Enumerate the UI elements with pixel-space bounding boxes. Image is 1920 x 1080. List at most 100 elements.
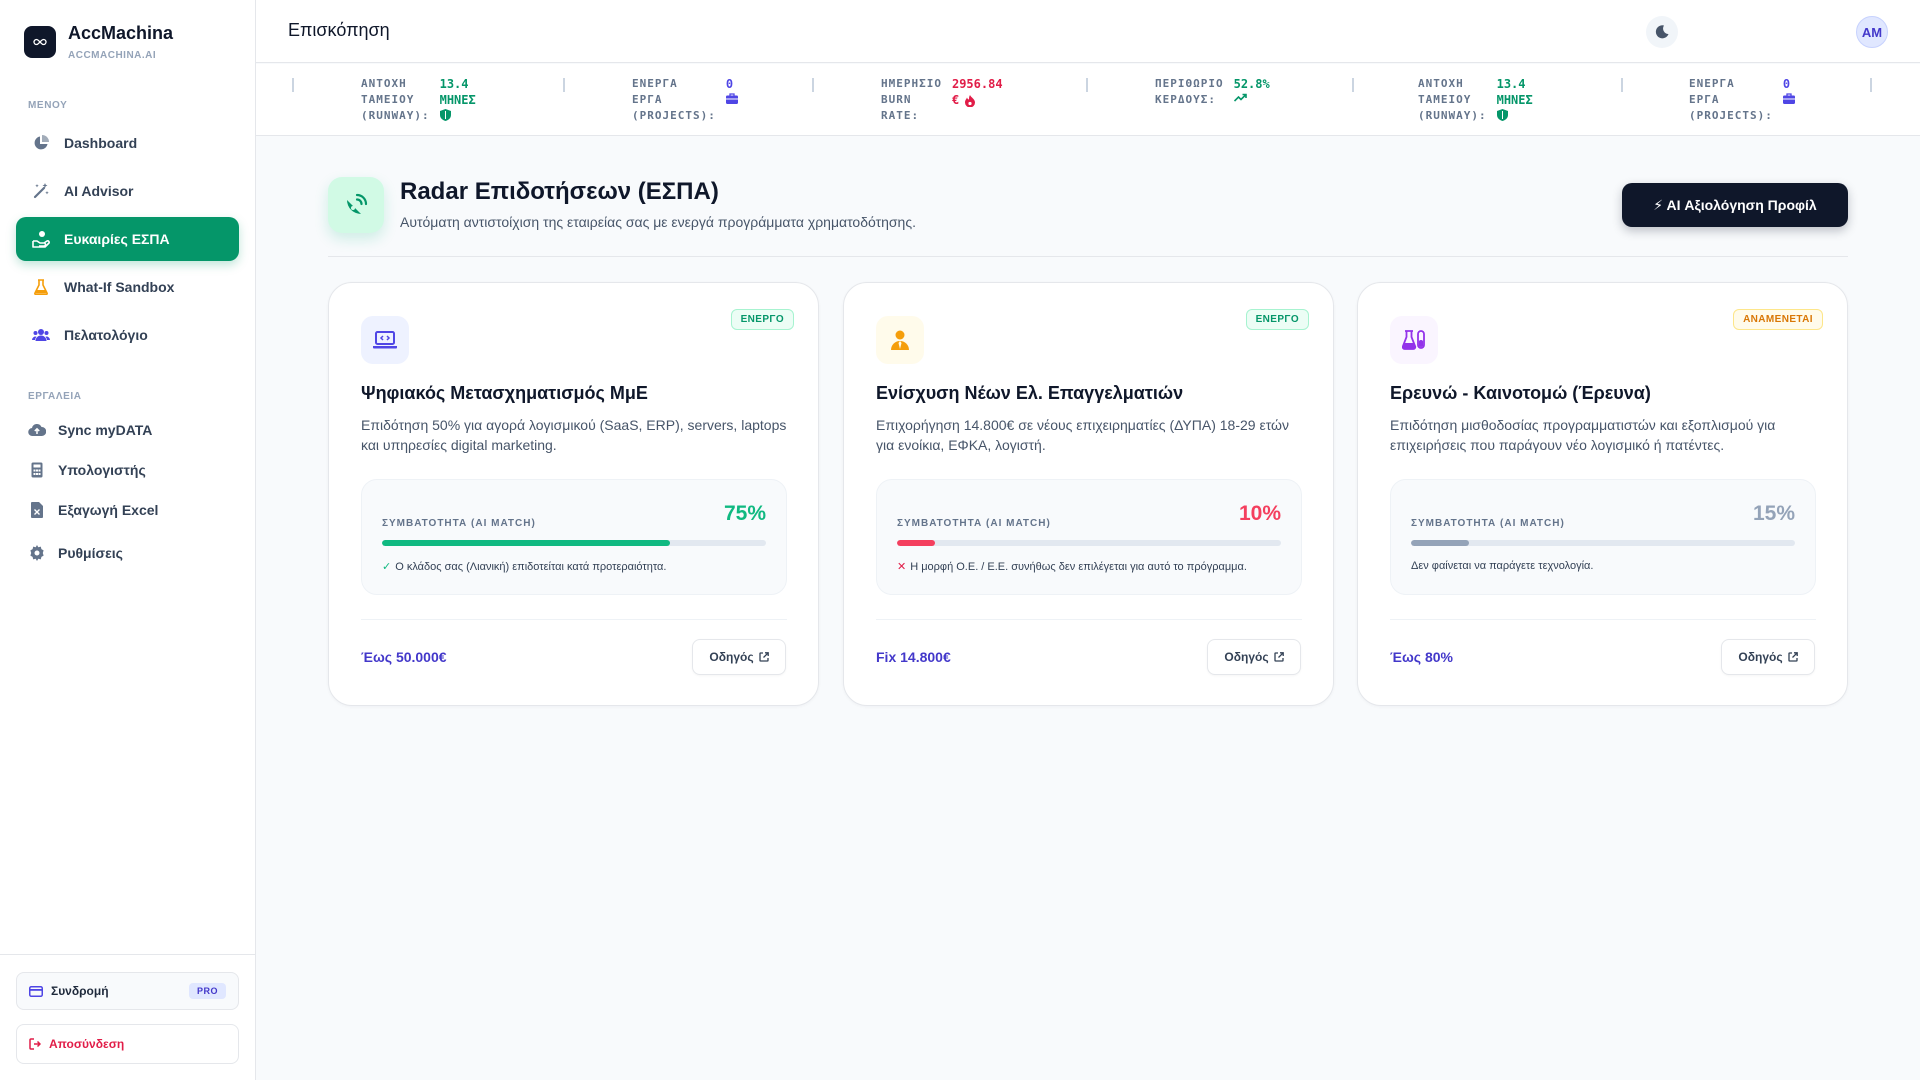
- tool-calculator[interactable]: Υπολογιστής: [16, 452, 239, 488]
- status-badge: ΕΝΕΡΓΟ: [1245, 309, 1309, 330]
- sidebar-item-label: AI Advisor: [64, 183, 134, 199]
- check-icon: ✓: [382, 561, 392, 573]
- sidebar-item-what-if[interactable]: What-If Sandbox: [16, 265, 239, 309]
- card-divider: [876, 619, 1302, 620]
- match-progress-fill: [897, 540, 936, 546]
- match-progress-fill: [1411, 540, 1469, 546]
- grant-amount: Έως 50.000€: [361, 649, 447, 665]
- sidebar-item-label: What-If Sandbox: [64, 279, 175, 295]
- match-box: ΣΥΜΒΑΤΟΤΗΤΑ (AI MATCH) 75% ✓ Ο κλάδος σας…: [361, 479, 787, 595]
- kpi-projects: ΕΝΕΡΓΑ ΕΡΓΑ (PROJECTS): 0: [632, 76, 738, 124]
- tool-export-excel[interactable]: Εξαγωγή Excel: [16, 492, 239, 528]
- match-note: ✓ Ο κλάδος σας (Λιανική) επιδοτείται κατά…: [382, 560, 667, 574]
- card-description: Επιδότηση 50% για αγορά λογισμικού (SaaS…: [361, 417, 787, 453]
- ticker-separator: [563, 78, 565, 92]
- hand-coins-icon: [32, 230, 50, 248]
- ai-profile-evaluation-button[interactable]: ⚡ AI Αξιολόγηση Προφίλ: [1622, 183, 1848, 227]
- card-title: Ενίσχυση Νέων Ελ. Επαγγελματιών: [876, 383, 1184, 403]
- kpi-projects: ΕΝΕΡΓΑ ΕΡΓΑ (PROJECTS): 0: [1689, 76, 1795, 124]
- page-heading: Radar Επιδοτήσεων (ΕΣΠΑ): [400, 178, 719, 205]
- flask-vial-icon: [1390, 316, 1438, 364]
- brand[interactable]: AccMachina ACCMACHINA.AI: [24, 22, 173, 61]
- grant-amount: Έως 80%: [1390, 649, 1453, 665]
- sidebar-item-ai-advisor[interactable]: AI Advisor: [16, 169, 239, 213]
- tool-label: Υπολογιστής: [58, 462, 146, 478]
- kpi-value: 13.4 ΜΗΝΕΣ: [439, 76, 476, 121]
- page-title: Επισκόπηση: [288, 20, 390, 40]
- card-divider: [1390, 619, 1816, 620]
- ticker-separator: [1621, 78, 1623, 92]
- section-divider: [328, 256, 1848, 257]
- logout-button[interactable]: Αποσύνδεση: [16, 1024, 239, 1064]
- kpi-label: ΑΝΤΟΧΗ ΤΑΜΕΙΟΥ (RUNWAY):: [1418, 77, 1487, 122]
- kpi-ticker: ΑΝΤΟΧΗ ΤΑΜΕΙΟΥ (RUNWAY): 13.4 ΜΗΝΕΣ ΕΝΕΡΓΑ Ε…: [256, 64, 1920, 136]
- match-label: ΣΥΜΒΑΤΟΤΗΤΑ (AI MATCH): [1411, 518, 1565, 529]
- shield-icon: [1496, 109, 1533, 121]
- sidebar-item-label: Πελατολόγιο: [64, 327, 148, 343]
- trend-up-icon: [1233, 93, 1270, 102]
- moon-icon: [1655, 25, 1669, 39]
- card-title: Ερευνώ - Καινοτομώ (Έρευνα): [1390, 383, 1651, 403]
- user-tie-icon: [876, 316, 924, 364]
- tool-label: Ρυθμίσεις: [58, 545, 123, 561]
- pie-chart-icon: [32, 134, 50, 152]
- guide-button[interactable]: Οδηγός: [692, 639, 786, 675]
- ticker-separator: [292, 78, 294, 92]
- infinity-icon: [24, 25, 56, 58]
- file-excel-icon: [28, 501, 46, 519]
- kpi-value: 0: [1782, 76, 1795, 104]
- sidebar-item-espa[interactable]: Ευκαιρίες ΕΣΠΑ: [16, 217, 239, 261]
- card-description: Επιχορήγηση 14.800€ σε νέους επιχειρηματ…: [876, 417, 1289, 453]
- sidebar-item-dashboard[interactable]: Dashboard: [16, 121, 239, 165]
- match-progress-fill: [382, 540, 670, 546]
- guide-button[interactable]: Οδηγός: [1721, 639, 1815, 675]
- sidebar-divider: [0, 954, 256, 955]
- sidebar-item-label: Ευκαιρίες ΕΣΠΑ: [64, 231, 170, 247]
- kpi-burn-rate: ΗΜΕΡΗΣΙΟ BURN RATE: 2956.84 €: [881, 76, 1003, 124]
- magic-wand-icon: [32, 182, 50, 200]
- card-description: Επιδότηση μισθοδοσίας προγραμματιστών κα…: [1390, 417, 1776, 453]
- kpi-value: 0: [725, 76, 738, 104]
- tool-label: Εξαγωγή Excel: [58, 502, 159, 518]
- ticker-separator: [1870, 78, 1872, 92]
- match-percentage: 10%: [1238, 502, 1281, 525]
- guide-button[interactable]: Οδηγός: [1207, 639, 1301, 675]
- ticker-separator: [1086, 78, 1088, 92]
- briefcase-icon: [725, 93, 738, 104]
- tool-settings[interactable]: Ρυθμίσεις: [16, 535, 239, 571]
- match-progress-bar: [1411, 540, 1795, 546]
- theme-toggle-button[interactable]: [1646, 16, 1678, 48]
- match-box: ΣΥΜΒΑΤΟΤΗΤΑ (AI MATCH) 10% ✕ Η μορφή Ο.Ε.…: [876, 479, 1302, 595]
- credit-card-icon: [29, 985, 43, 997]
- kpi-label: ΗΜΕΡΗΣΙΟ BURN RATE:: [881, 77, 942, 122]
- grant-amount: Fix 14.800€: [876, 649, 951, 665]
- sidebar-item-clients[interactable]: Πελατολόγιο: [16, 313, 239, 357]
- subscription-label: Συνδρομή: [51, 984, 109, 998]
- kpi-label: ΕΝΕΡΓΑ ΕΡΓΑ (PROJECTS):: [1689, 77, 1773, 122]
- external-link-icon: [1787, 652, 1798, 662]
- match-percentage: 15%: [1752, 502, 1795, 525]
- external-link-icon: [1273, 652, 1284, 662]
- card-title: Ψηφιακός Μετασχηματισμός ΜμΕ: [361, 383, 648, 403]
- flask-icon: [32, 278, 50, 296]
- status-badge: ΕΝΕΡΓΟ: [730, 309, 794, 330]
- tool-sync-mydata[interactable]: Sync myDATA: [16, 412, 239, 448]
- kpi-value: 2956.84 €: [951, 77, 1003, 107]
- match-progress-bar: [382, 540, 766, 546]
- pro-badge: PRO: [188, 983, 226, 999]
- briefcase-icon: [1782, 93, 1795, 104]
- match-note: Δεν φαίνεται να παράγετε τεχνολογία.: [1411, 560, 1594, 572]
- card-divider: [361, 619, 787, 620]
- avatar[interactable]: AM: [1856, 16, 1888, 48]
- fire-icon: [965, 94, 976, 107]
- kpi-runway: ΑΝΤΟΧΗ ΤΑΜΕΙΟΥ (RUNWAY): 13.4 ΜΗΝΕΣ: [361, 76, 476, 124]
- brand-name: AccMachina: [68, 23, 174, 43]
- grant-card: ΑΝΑΜΕΝΕΤΑΙ Ερευνώ - Καινοτομώ (Έρευνα) Ε…: [1357, 282, 1848, 706]
- grant-card: ΕΝΕΡΓΟ Ψηφιακός Μετασχηματισμός ΜμΕ Επιδ…: [328, 282, 819, 706]
- subscription-button[interactable]: Συνδρομή PRO: [16, 972, 239, 1010]
- users-icon: [32, 326, 50, 344]
- match-label: ΣΥΜΒΑΤΟΤΗΤΑ (AI MATCH): [382, 518, 536, 529]
- kpi-label: ΕΝΕΡΓΑ ΕΡΓΑ (PROJECTS):: [632, 77, 716, 122]
- kpi-label: ΑΝΤΟΧΗ ΤΑΜΕΙΟΥ (RUNWAY):: [361, 77, 430, 122]
- calculator-icon: [28, 461, 46, 479]
